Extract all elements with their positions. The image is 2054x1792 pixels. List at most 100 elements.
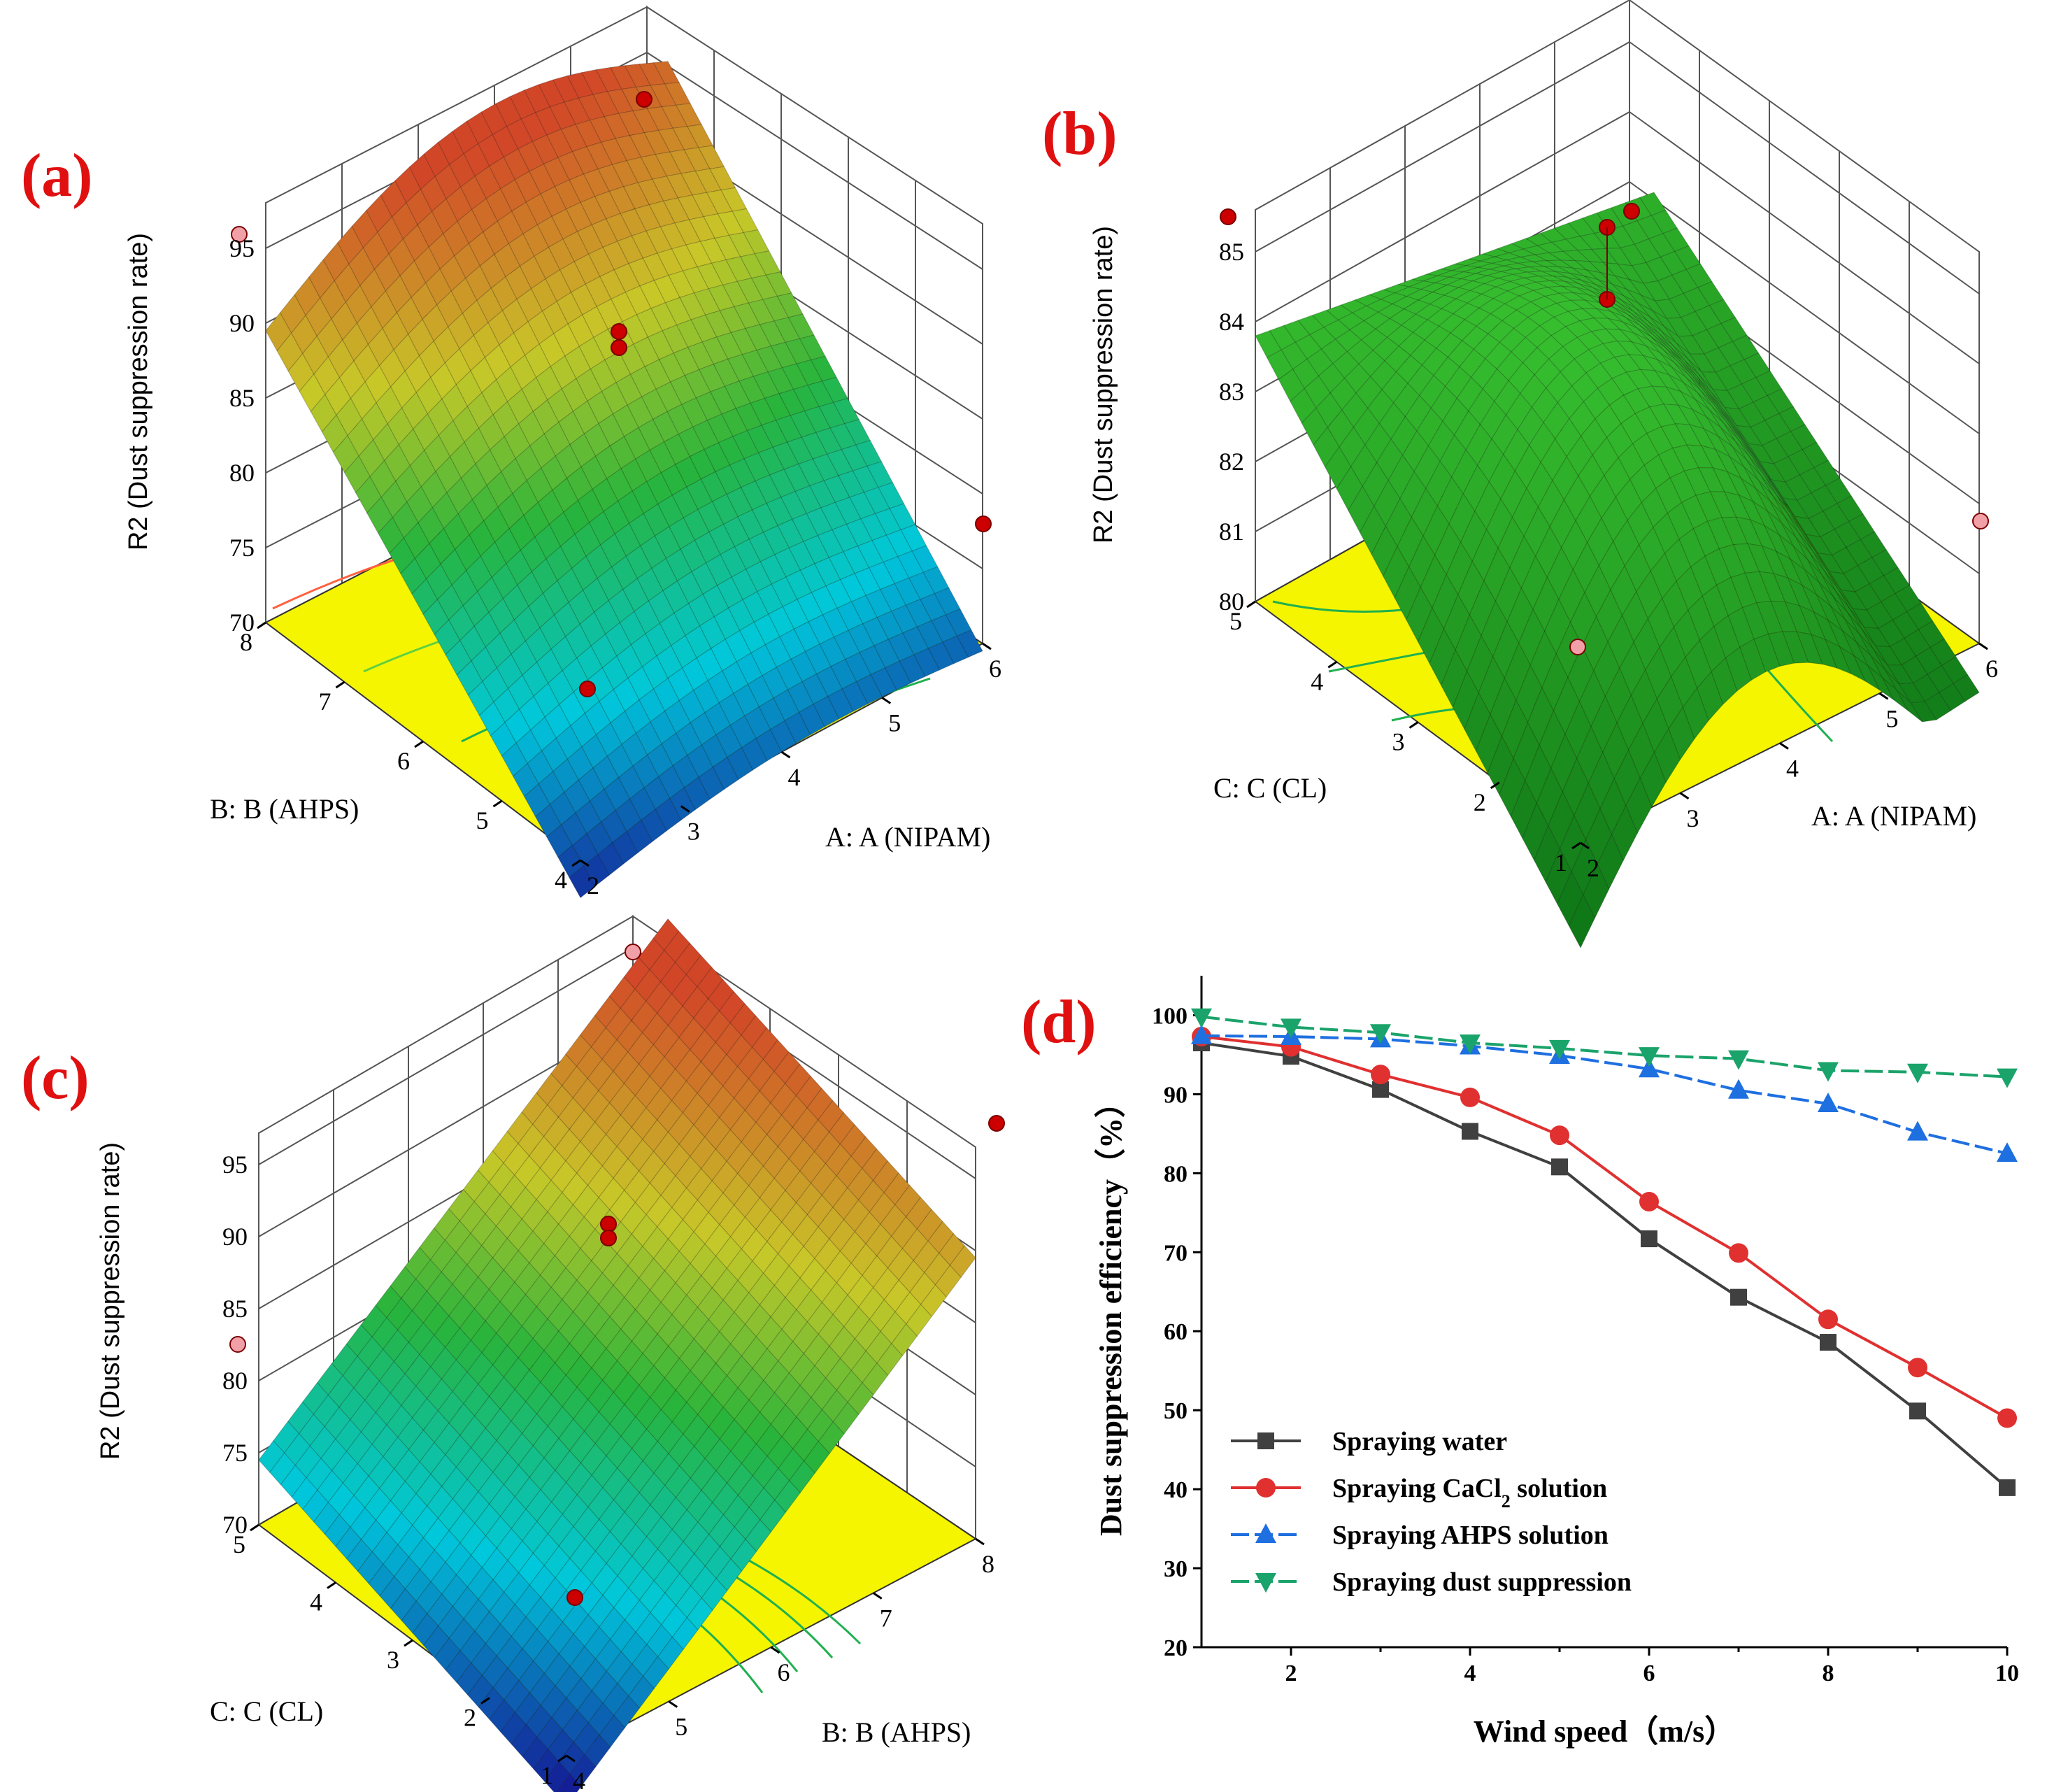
design-point [975,515,992,532]
surface-facet [1394,286,1422,297]
y-tick-label: 3 [387,1646,399,1674]
x-tick [982,642,992,650]
y-tick-label: 70 [1164,1240,1188,1266]
surface-facet [1707,390,1734,425]
z-tick-label: 80 [222,1367,248,1395]
data-point [1641,1230,1657,1248]
y-tick-label: 20 [1164,1635,1188,1661]
surface-facet [1478,262,1504,270]
surface-facet [797,592,824,623]
data-point [1997,1408,2017,1428]
surface-facet [769,720,797,753]
surface-facet [758,697,785,730]
surface-facet [762,667,789,699]
surface-facet [818,401,846,429]
surface-facet [821,376,848,403]
surface-facet [290,315,318,355]
y-tick-label: 7 [319,688,331,716]
surface-facet [859,645,886,676]
y-tick [327,1581,336,1589]
surface-facet [719,306,746,334]
design-point [1220,208,1236,225]
surface-facet [1641,323,1669,348]
x-tick-label: 8 [1823,1661,1834,1686]
x-tick-label: 4 [1786,755,1799,783]
surface-facet [1630,341,1659,361]
surface-facet [581,734,608,769]
z-axis-title: R2 (Dust suppression rate) [124,233,153,550]
surface-facet [784,711,811,744]
surface-facet [793,621,820,653]
surface-facet [456,660,483,696]
surface-facet [714,234,741,261]
surface-facet [860,513,887,541]
surface-facet [776,292,804,318]
legend: Spraying water Spraying CaCl2 solution Spr… [1231,1427,1632,1597]
z-tick-label: 75 [222,1439,248,1467]
design-point [611,323,627,340]
x-tick-label: 3 [687,818,700,846]
surface-facet [1695,305,1722,330]
surface-facet [799,563,827,593]
z-tick-label: 84 [1219,308,1244,336]
surface-facet [894,577,921,606]
surface-facet [1490,303,1518,321]
surface-facet [942,635,969,664]
surface-facet [857,540,884,569]
design-point [611,339,627,356]
surface-facet [827,688,854,720]
data-point [1257,1432,1274,1449]
surface-facet [733,683,760,717]
design-point [1569,639,1586,655]
series-line [1201,1034,2008,1155]
surface-facet [817,529,844,558]
x-tick [1978,642,1988,650]
surface-facet [843,545,870,574]
y-tick [1408,721,1419,729]
design-point [231,226,248,243]
surface-facet [584,700,611,736]
surface-facet [1532,287,1560,297]
surface-facet [762,525,790,555]
surface-facet [934,587,961,616]
surface-facet [1760,475,1788,513]
y-tick-label: 2 [464,1704,476,1732]
surface-facet [741,737,768,771]
data-point [1256,1478,1276,1498]
surface-facet [434,619,461,655]
y-tick [250,1523,259,1532]
surface-facet [927,641,955,671]
y-tick-label: 6 [397,747,410,775]
x-tick-label: 2 [587,872,599,899]
surface-facet [1814,550,1841,590]
surface-facet [748,299,775,325]
legend-label-rest: solution [1511,1474,1607,1503]
surface-facet [772,441,799,470]
x-tick-label: 4 [573,1767,585,1792]
surface-facet [801,432,828,460]
surface-facet [735,402,762,432]
x-tick [1779,742,1789,750]
z-tick-label: 95 [222,1151,248,1179]
y-tick-label: 4 [310,1588,322,1616]
data-point [1462,1123,1478,1140]
surface-facet [700,471,727,502]
surface-facet [767,367,794,394]
surface-facet [1671,367,1698,393]
design-point [636,91,652,108]
surface-facet [956,629,983,658]
surface-facet [1597,279,1625,297]
surface-facet [706,413,734,443]
x-tick-label: 5 [675,1713,687,1741]
surface-facet [1648,233,1676,258]
surface-facet [807,381,834,407]
surface-facet [768,606,795,637]
z-tick-label: 90 [229,309,255,337]
x-axis-title: A: A (NIPAM) [1811,800,1976,832]
surface-facet [727,599,755,632]
wall-gridline [1255,111,1630,322]
response-surface [265,61,983,899]
surface-facet [294,276,321,316]
surface-facet [742,591,769,623]
surface-facet [724,381,751,409]
